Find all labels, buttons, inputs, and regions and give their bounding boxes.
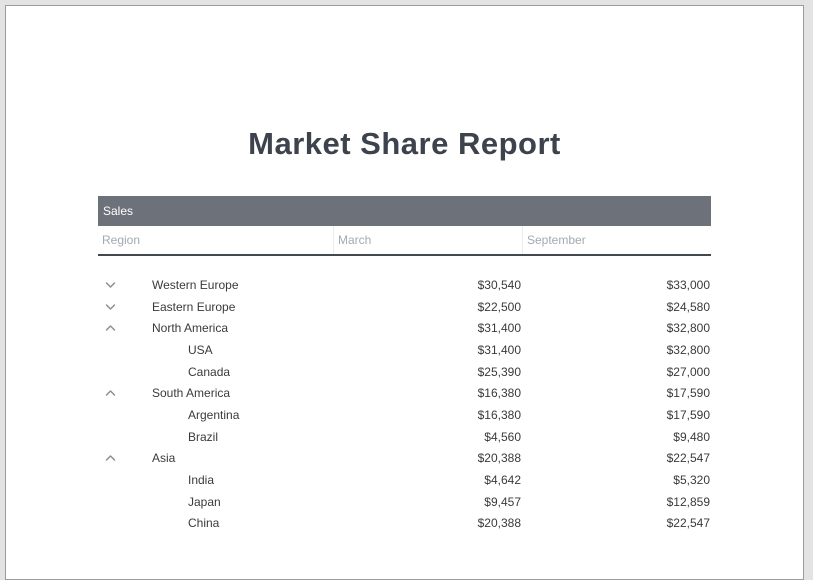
region-name: Western Europe bbox=[152, 277, 239, 292]
march-value: $20,388 bbox=[477, 451, 521, 466]
march-value: $16,380 bbox=[477, 386, 521, 401]
chevron-up-icon[interactable] bbox=[104, 453, 117, 464]
table-row: China $20,388 $22,547 bbox=[98, 513, 711, 535]
march-value: $9,457 bbox=[484, 494, 521, 509]
chevron-up-icon[interactable] bbox=[104, 323, 117, 334]
table-row: Canada $25,390 $27,000 bbox=[98, 361, 711, 383]
table-row: Western Europe $30,540 $33,000 bbox=[98, 274, 711, 296]
march-value: $20,388 bbox=[477, 516, 521, 531]
region-name: USA bbox=[188, 342, 213, 357]
table-row: Argentina $16,380 $17,590 bbox=[98, 404, 711, 426]
region-name: North America bbox=[152, 321, 229, 336]
region-cell: South America bbox=[98, 382, 333, 404]
september-value: $22,547 bbox=[666, 451, 710, 466]
september-value: $5,320 bbox=[673, 473, 710, 488]
september-value: $27,000 bbox=[666, 364, 710, 379]
march-value: $31,400 bbox=[477, 321, 521, 336]
september-value: $24,580 bbox=[666, 299, 710, 314]
table-row: India $4,642 $5,320 bbox=[98, 469, 711, 491]
report-page: Market Share Report Sales Region March S… bbox=[5, 5, 804, 580]
march-value: $16,380 bbox=[477, 407, 521, 422]
september-value: $32,800 bbox=[666, 321, 710, 336]
column-header-march: March bbox=[333, 226, 522, 254]
march-value: $4,642 bbox=[484, 473, 521, 488]
table-column-header-row: Region March September bbox=[98, 226, 711, 256]
table-row: Brazil $4,560 $9,480 bbox=[98, 426, 711, 448]
region-cell: Japan bbox=[98, 491, 333, 513]
region-name: South America bbox=[152, 386, 231, 401]
table-row: Eastern Europe $22,500 $24,580 bbox=[98, 296, 711, 318]
march-value: $22,500 bbox=[477, 299, 521, 314]
region-name: China bbox=[188, 516, 220, 531]
region-cell: Asia bbox=[98, 448, 333, 470]
region-cell: North America bbox=[98, 317, 333, 339]
report-title: Market Share Report bbox=[248, 126, 561, 161]
september-value: $12,859 bbox=[666, 494, 710, 509]
march-value: $30,540 bbox=[477, 277, 521, 292]
region-cell: China bbox=[98, 513, 333, 535]
march-value: $31,400 bbox=[477, 342, 521, 357]
chevron-up-icon[interactable] bbox=[104, 388, 117, 399]
region-cell: USA bbox=[98, 339, 333, 361]
table-rows: Western Europe $30,540 $33,000 Eastern E… bbox=[98, 274, 711, 534]
table-row: Asia $20,388 $22,547 bbox=[98, 448, 711, 470]
september-value: $33,000 bbox=[666, 277, 710, 292]
table-row: Japan $9,457 $12,859 bbox=[98, 491, 711, 513]
september-value: $17,590 bbox=[666, 386, 710, 401]
march-value: $4,560 bbox=[484, 429, 521, 444]
september-value: $9,480 bbox=[673, 429, 710, 444]
region-name: Brazil bbox=[188, 429, 219, 444]
column-header-september: September bbox=[522, 226, 711, 254]
region-name: Canada bbox=[188, 364, 231, 379]
region-cell: Argentina bbox=[98, 404, 333, 426]
table-row: USA $31,400 $32,800 bbox=[98, 339, 711, 361]
region-cell: Western Europe bbox=[98, 274, 333, 296]
region-name: Japan bbox=[188, 494, 221, 509]
table-row: North America $31,400 $32,800 bbox=[98, 317, 711, 339]
region-cell: Canada bbox=[98, 361, 333, 383]
region-cell: India bbox=[98, 469, 333, 491]
region-cell: Brazil bbox=[98, 426, 333, 448]
sales-table: Sales Region March September Western Eur… bbox=[98, 196, 711, 534]
region-name: Eastern Europe bbox=[152, 299, 236, 314]
region-cell: Eastern Europe bbox=[98, 296, 333, 318]
september-value: $22,547 bbox=[666, 516, 710, 531]
region-name: India bbox=[188, 473, 215, 488]
september-value: $32,800 bbox=[666, 342, 710, 357]
region-name: Asia bbox=[152, 451, 176, 466]
march-value: $25,390 bbox=[477, 364, 521, 379]
region-name: Argentina bbox=[188, 407, 240, 422]
column-header-region: Region bbox=[102, 233, 141, 247]
september-value: $17,590 bbox=[666, 407, 710, 422]
table-row: South America $16,380 $17,590 bbox=[98, 382, 711, 404]
table-band-header: Sales bbox=[98, 196, 711, 226]
chevron-down-icon[interactable] bbox=[104, 279, 117, 290]
chevron-down-icon[interactable] bbox=[104, 301, 117, 312]
